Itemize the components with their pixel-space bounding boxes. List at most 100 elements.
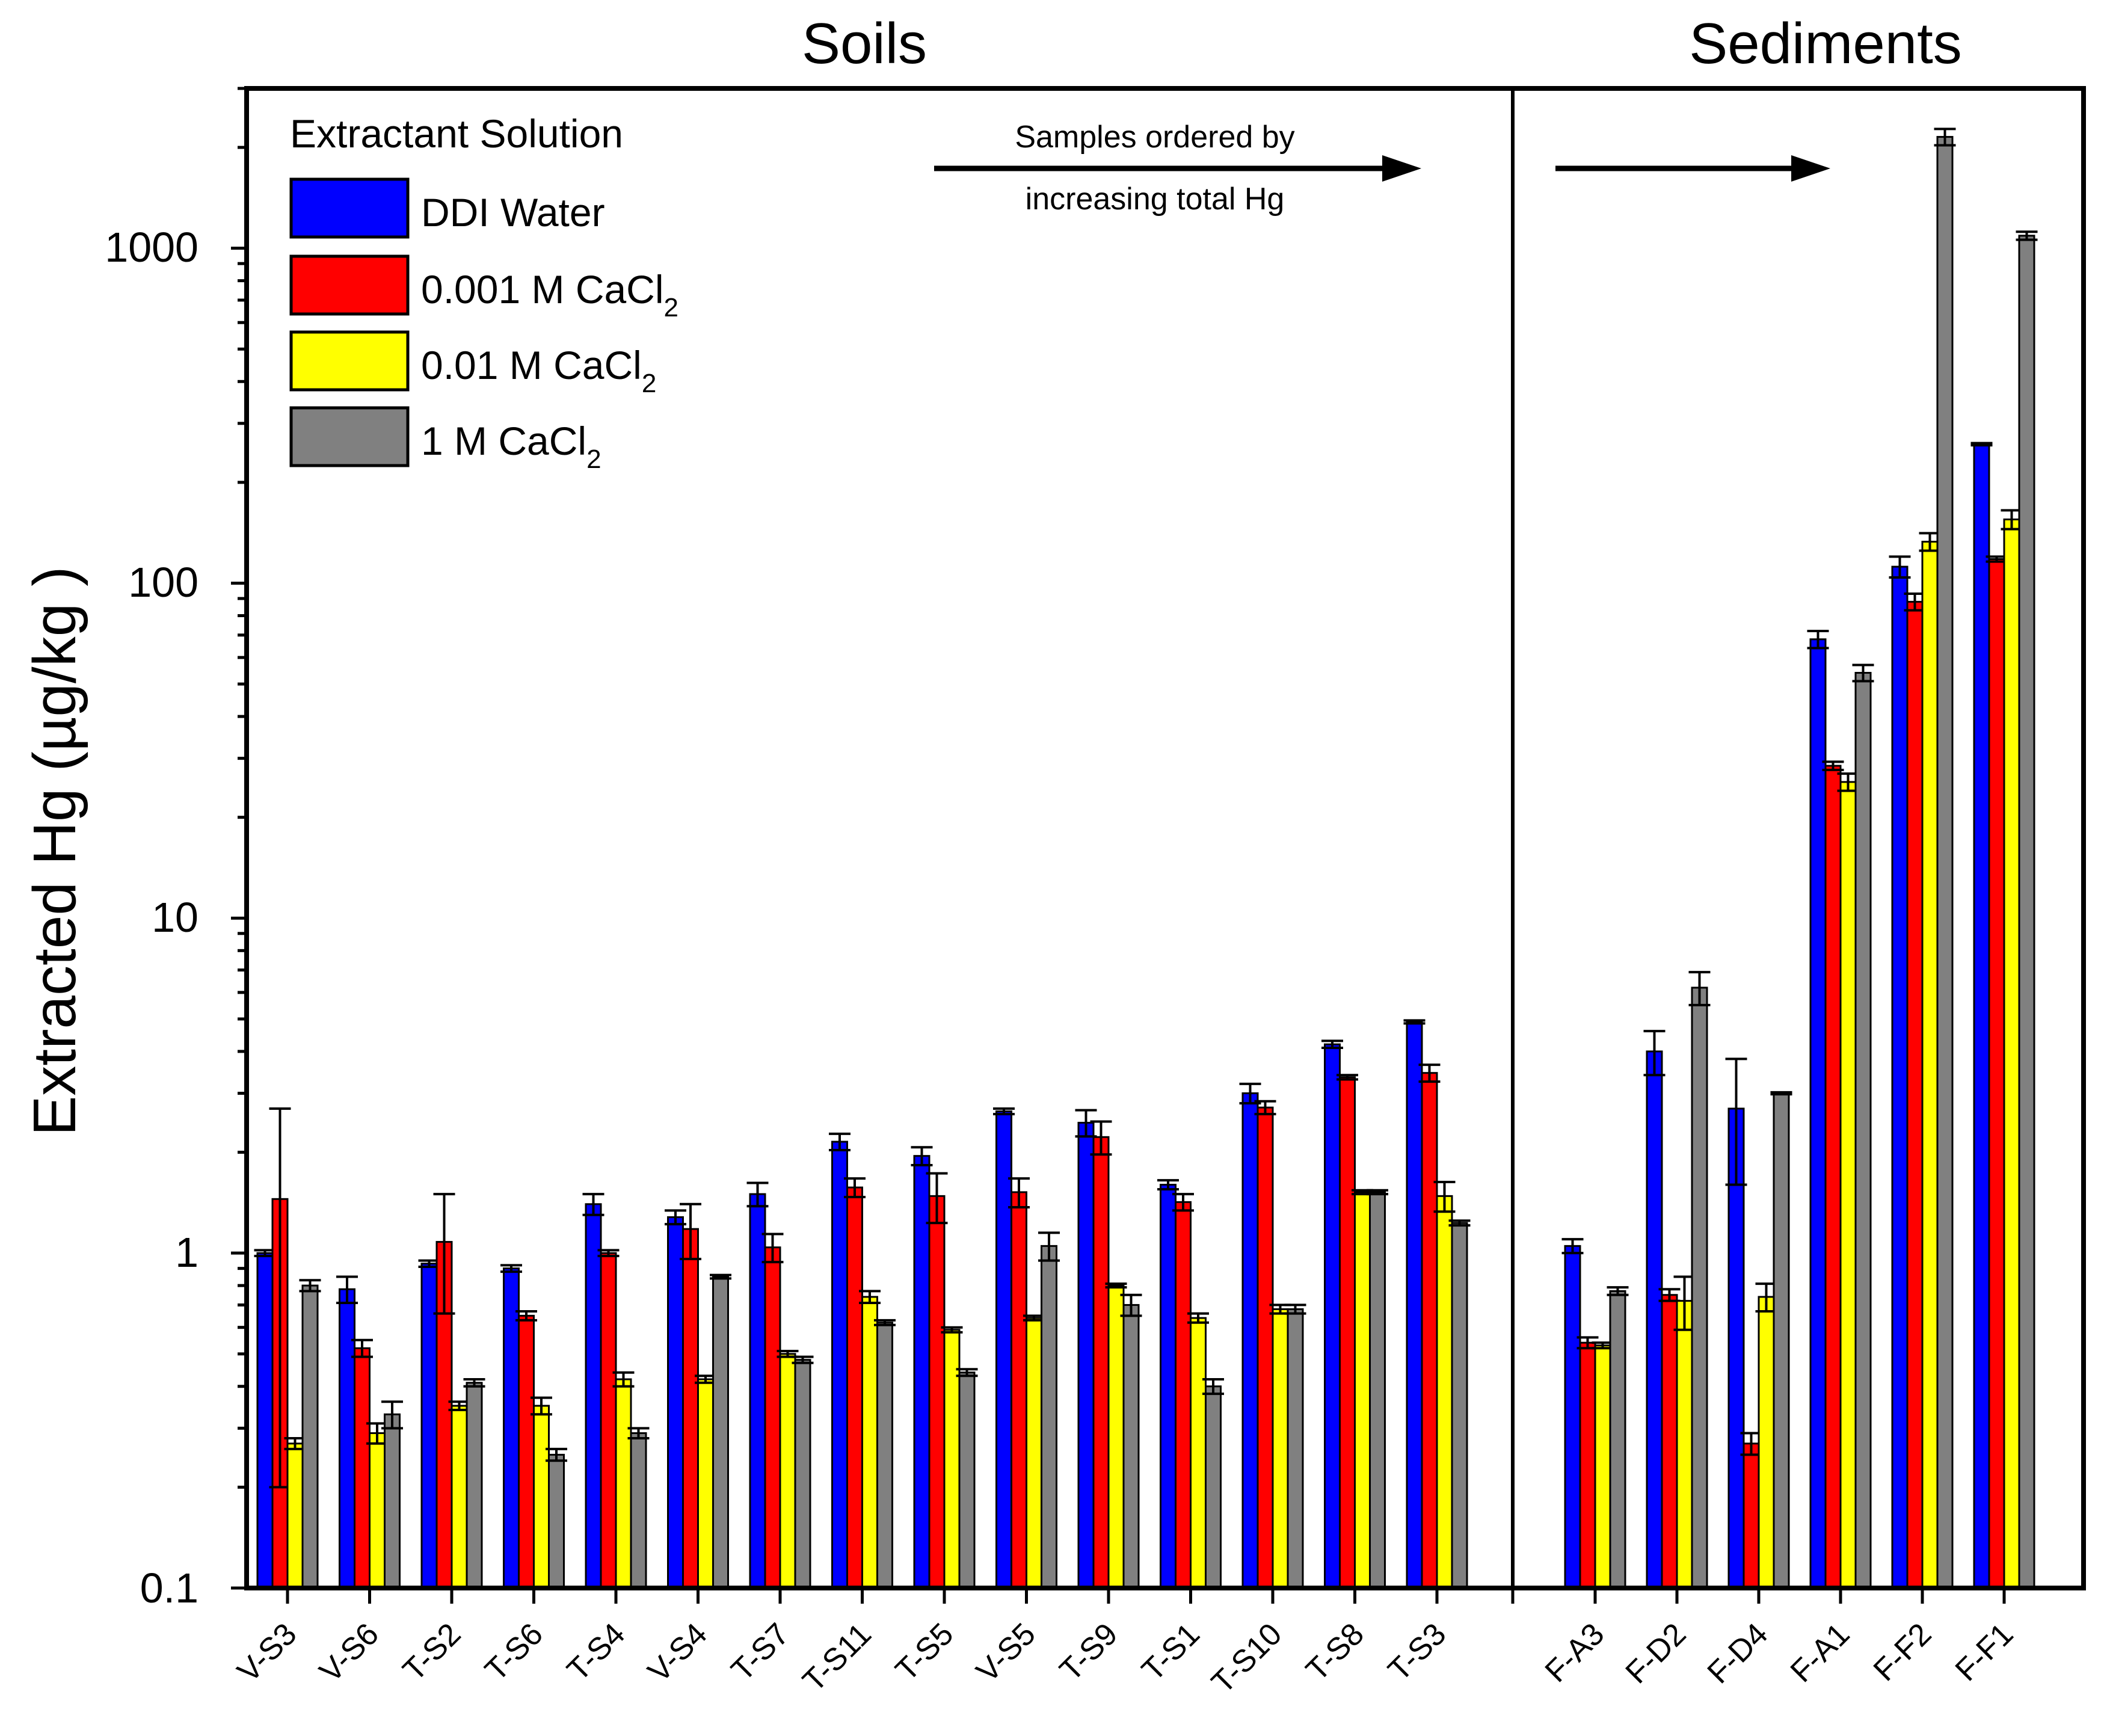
bar-0-001-m-cacl2-v-s6 [354,1347,371,1589]
bar-0-01-m-cacl2-t-s11 [861,1296,878,1589]
bar-ddi-water-f-f2 [1891,565,1909,1589]
bar-0-01-m-cacl2-f-d4 [1758,1296,1775,1589]
error-bar-0-001-m-cacl2-t-s11 [844,1177,866,1199]
legend: Extractant Solution DDI Water 0.001 M Ca… [289,111,678,474]
y-tick-label: 0.1 [140,1565,198,1611]
bar-ddi-water-t-s4 [585,1203,602,1589]
error-bar-ddi-water-t-s8 [1321,1039,1343,1049]
x-tick-label: T-S3 [1382,1616,1453,1688]
error-bar-ddi-water-v-s6 [336,1275,358,1304]
error-bar-0-001-m-cacl2-t-s6 [515,1310,537,1322]
error-bar-0-001-m-cacl2-v-s5 [1008,1177,1030,1209]
bar-1-m-cacl2-f-f2 [1936,136,1954,1589]
bar-1-m-cacl2-t-s7 [794,1359,811,1589]
x-tick-label: T-S6 [478,1616,550,1688]
error-bar-0-001-m-cacl2-t-s2 [433,1193,455,1315]
legend-title: Extractant Solution [290,111,623,156]
bar-0-001-m-cacl2-t-s3 [1421,1072,1438,1589]
bar-ddi-water-t-s2 [420,1263,438,1589]
error-bar-1-m-cacl2-v-s3 [299,1279,321,1293]
y-tick-label: 100 [128,559,198,606]
x-tick-label: V-S3 [231,1616,304,1689]
error-bar-1-m-cacl2-t-s3 [1448,1219,1471,1227]
bar-0-01-m-cacl2-t-s3 [1436,1195,1453,1589]
error-bar-1-m-cacl2-v-s6 [381,1400,403,1430]
bar-1-m-cacl2-t-s8 [1369,1191,1386,1589]
bar-0-001-m-cacl2-t-s9 [1092,1136,1110,1589]
error-bar-1-m-cacl2-t-s9 [1120,1293,1142,1317]
bar-1-m-cacl2-f-a1 [1854,672,1872,1589]
bar-ddi-water-t-s10 [1241,1092,1259,1589]
error-bar-1-m-cacl2-f-d4 [1770,1091,1792,1096]
bar-0-01-m-cacl2-t-s9 [1107,1284,1125,1589]
bar-0-01-m-cacl2-v-s4 [697,1378,714,1589]
legend-label-001-cacl2: 0.01 M CaCl2 [421,343,656,398]
bar-1-m-cacl2-t-s10 [1287,1308,1304,1589]
sediments-arrow-head-icon [1791,155,1830,182]
bar-ddi-water-f-d2 [1646,1050,1663,1589]
error-bar-1-m-cacl2-t-s5 [956,1368,978,1377]
soils-arrow-head-icon [1382,155,1421,182]
error-bar-1-m-cacl2-t-s1 [1202,1377,1224,1396]
bar-1-m-cacl2-t-s9 [1122,1304,1140,1589]
error-bar-1-m-cacl2-f-a1 [1852,663,1874,683]
bar-0-001-m-cacl2-t-s10 [1257,1106,1274,1589]
bar-0-01-m-cacl2-v-s6 [369,1432,386,1589]
bar-0-001-m-cacl2-t-s4 [600,1252,617,1589]
bar-0-001-m-cacl2-t-s6 [518,1314,535,1589]
bar-1-m-cacl2-f-a3 [1609,1290,1626,1589]
bar-ddi-water-v-s5 [995,1110,1012,1589]
bar-0-01-m-cacl2-f-f2 [1921,541,1939,1589]
bar-1-m-cacl2-f-d4 [1773,1092,1790,1589]
bar-0-01-m-cacl2-t-s4 [615,1378,632,1589]
error-bar-ddi-water-f-f2 [1889,555,1911,579]
error-bar-1-m-cacl2-t-s2 [463,1377,485,1388]
error-bar-0-01-m-cacl2-t-s6 [531,1396,552,1416]
x-tick-label: F-D4 [1701,1616,1775,1690]
bar-ddi-water-t-s6 [503,1267,520,1589]
bar-0-01-m-cacl2-t-s7 [779,1353,796,1589]
bar-0-01-m-cacl2-v-s3 [286,1442,304,1589]
bar-ddi-water-v-s4 [667,1216,684,1589]
error-bar-0-01-m-cacl2-t-s9 [1105,1282,1127,1289]
error-bar-0-001-m-cacl2-t-s10 [1254,1100,1276,1116]
bar-0-001-m-cacl2-f-d4 [1743,1442,1760,1589]
x-tick-label: T-S7 [725,1616,796,1688]
error-bar-ddi-water-f-f1 [1970,442,1993,447]
bar-1-m-cacl2-t-s4 [630,1432,647,1589]
error-bar-1-m-cacl2-t-s4 [627,1427,650,1440]
x-tick-label: V-S6 [313,1616,386,1689]
bar-0-001-m-cacl2-f-f1 [1988,558,2005,1589]
x-tick-label: F-D2 [1619,1616,1693,1690]
error-bar-ddi-water-t-s7 [746,1181,769,1208]
x-tick-label: T-S5 [889,1616,961,1688]
x-tick-label: F-A3 [1539,1616,1611,1689]
x-tick-label: T-S8 [1299,1616,1371,1688]
bar-0-01-m-cacl2-t-s1 [1190,1317,1207,1589]
y-axis-label: Extracted Hg (µg/kg ) [21,567,88,1136]
x-tick-label: V-S4 [641,1616,714,1689]
error-bar-0-01-m-cacl2-t-s5 [941,1326,963,1334]
legend-label-1m-cacl2: 1 M CaCl2 [421,419,601,474]
error-bar-1-m-cacl2-v-s4 [710,1273,731,1280]
bar-0-001-m-cacl2-t-s1 [1175,1201,1192,1589]
y-tick-label: 1 [175,1229,198,1276]
error-bar-ddi-water-t-s5 [911,1146,933,1167]
panel-title-soils: Soils [802,11,927,76]
bar-ddi-water-v-s3 [256,1252,274,1589]
error-bar-0-001-m-cacl2-v-s4 [680,1202,701,1261]
error-bar-1-m-cacl2-f-a3 [1607,1286,1629,1296]
x-tick-label: T-S2 [396,1616,468,1688]
error-bar-0-001-m-cacl2-t-s1 [1172,1193,1194,1212]
error-bar-0-01-m-cacl2-t-s3 [1433,1181,1456,1213]
error-bar-ddi-water-f-a3 [1561,1238,1584,1255]
bar-1-m-cacl2-t-s5 [958,1371,976,1589]
bar-ddi-water-t-s7 [749,1193,766,1589]
error-bar-1-m-cacl2-t-s6 [546,1447,567,1462]
error-bar-ddi-water-f-d4 [1725,1057,1747,1186]
bar-ddi-water-t-s9 [1077,1121,1095,1589]
bar-0-01-m-cacl2-f-f1 [2003,519,2020,1589]
x-tick-label: F-F1 [1949,1616,2020,1688]
error-bar-0-01-m-cacl2-t-s1 [1187,1312,1209,1324]
bar-1-m-cacl2-v-s5 [1041,1245,1057,1589]
